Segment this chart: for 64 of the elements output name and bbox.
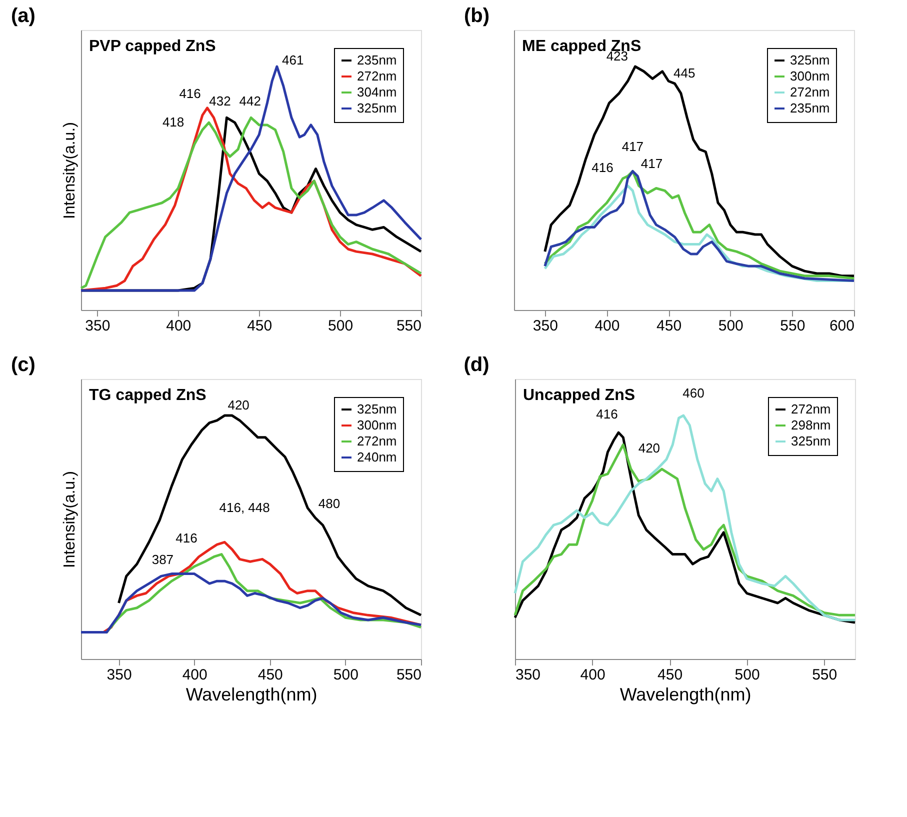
x-tick-label: 500 — [718, 318, 744, 334]
legend-label: 272nm — [357, 434, 397, 448]
x-tick-label: 350 — [85, 318, 110, 334]
x-tick-label: 500 — [328, 318, 354, 334]
annotation: 480 — [318, 496, 340, 511]
x-tick-label: 350 — [532, 318, 558, 334]
annotation: 432 — [209, 94, 231, 109]
x-tick-label: 550 — [396, 666, 422, 684]
annotation: 442 — [239, 94, 261, 109]
legend-label: 240nm — [357, 450, 397, 464]
chart-subtitle: Uncapped ZnS — [523, 387, 636, 404]
chart-subtitle: TG capped ZnS — [89, 387, 207, 404]
x-tick-label: 600 — [829, 318, 854, 334]
legend-label: 325nm — [791, 434, 831, 448]
legend-label: 235nm — [790, 100, 830, 116]
x-tick-label: 400 — [594, 318, 620, 334]
legend-label: 272nm — [790, 84, 830, 100]
annotation: 416, 448 — [219, 500, 270, 516]
legend-label: 298nm — [791, 418, 831, 432]
annotation: 416 — [596, 406, 618, 422]
x-tick-label: 450 — [247, 318, 272, 334]
x-tick-label: 400 — [580, 666, 606, 684]
annotation: 420 — [228, 398, 250, 413]
legend-label: 300nm — [357, 418, 397, 432]
annotation: 418 — [162, 114, 184, 130]
annotation: 460 — [682, 386, 704, 401]
x-tick-label: 450 — [658, 666, 683, 684]
chart-title: (b) — [464, 5, 490, 27]
y-axis-title: Intensity(a.u.) — [62, 471, 78, 568]
annotation: 417 — [640, 156, 663, 171]
legend-label: 300nm — [790, 68, 830, 84]
y-axis-title: Intensity(a.u.) — [62, 122, 78, 219]
x-tick-label: 450 — [258, 666, 283, 684]
x-tick-label: 550 — [780, 318, 806, 334]
legend-label: 325nm — [357, 100, 397, 116]
x-tick-label: 500 — [734, 666, 760, 684]
annotation: 416 — [179, 86, 201, 101]
legend-label: 325nm — [790, 52, 830, 68]
chart-title: (d) — [464, 354, 490, 376]
x-tick-label: 550 — [812, 666, 838, 684]
annotation: 461 — [282, 52, 304, 68]
legend-label: 235nm — [357, 52, 397, 68]
annotation: 417 — [622, 139, 644, 154]
legend-label: 272nm — [357, 68, 397, 84]
x-tick-label: 400 — [182, 666, 208, 684]
legend-label: 304nm — [357, 84, 397, 100]
legend-label: 272nm — [791, 402, 831, 416]
x-axis-title: Wavelength(nm) — [620, 684, 752, 704]
legend-label: 325nm — [357, 402, 397, 416]
x-tick-label: 350 — [106, 666, 132, 684]
x-tick-label: 500 — [333, 666, 358, 684]
annotation: 445 — [674, 65, 696, 80]
x-tick-label: 350 — [516, 666, 541, 684]
x-tick-label: 550 — [396, 318, 422, 334]
chart-title: (a) — [11, 5, 36, 27]
annotation: 387 — [152, 552, 174, 567]
annotation: 416 — [176, 530, 198, 546]
annotation: 420 — [638, 440, 660, 456]
chart-title: (c) — [11, 354, 36, 376]
annotation: 416 — [592, 160, 614, 176]
x-axis-title: Wavelength(nm) — [186, 684, 318, 704]
x-tick-label: 450 — [656, 318, 682, 334]
chart-subtitle: PVP capped ZnS — [89, 38, 216, 55]
x-tick-label: 400 — [166, 318, 192, 334]
